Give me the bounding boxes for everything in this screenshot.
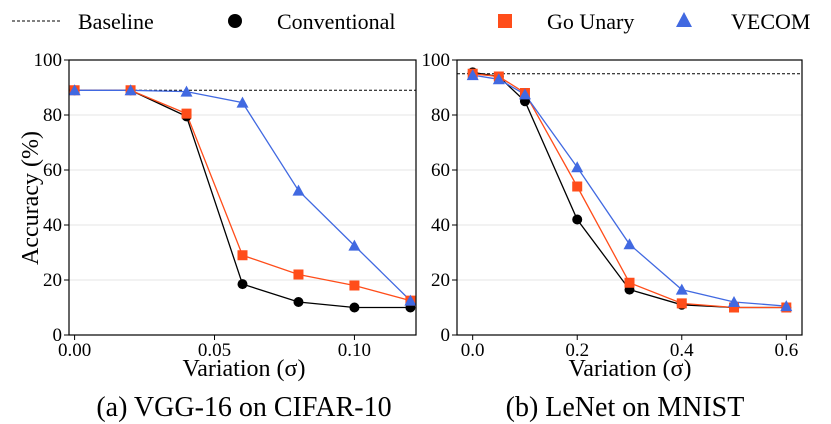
series-line-conventional <box>74 89 411 309</box>
y-axis-label: Accuracy (%) <box>18 131 44 265</box>
x-tick-label: 0.10 <box>338 340 371 361</box>
legend: Baseline Conventional Go Unary VECOM <box>12 9 810 34</box>
data-point-vecom <box>466 69 479 81</box>
y-tick-label: 40 <box>43 215 62 236</box>
data-point-go-unary <box>293 269 304 280</box>
y-tick-label: 0 <box>53 325 63 346</box>
series-line-vecom <box>472 74 787 307</box>
data-point-vecom <box>236 96 249 108</box>
y-tick-label: 60 <box>431 160 450 181</box>
data-point-go-unary <box>624 277 635 288</box>
data-point-vecom <box>571 161 584 173</box>
legend-conventional-label: Conventional <box>277 9 396 34</box>
data-point-conventional <box>237 279 248 290</box>
data-point-go-unary <box>237 250 248 261</box>
data-point-vecom <box>404 294 417 306</box>
data-point-vecom <box>124 84 137 96</box>
legend-vecom-label: VECOM <box>731 9 810 34</box>
data-point-vecom <box>519 88 531 100</box>
data-point-vecom <box>675 283 688 295</box>
legend-go-unary-marker <box>498 14 512 28</box>
x-tick-label: 0.05 <box>198 340 231 361</box>
y-tick-label: 20 <box>43 270 62 291</box>
data-point-vecom <box>348 239 361 251</box>
y-tick-label: 0 <box>441 325 451 346</box>
data-point-vecom <box>728 296 740 307</box>
series-line-go-unary <box>472 73 787 309</box>
y-tick-label: 80 <box>431 105 450 126</box>
data-point-vecom <box>292 184 305 196</box>
legend-vecom-marker <box>676 12 692 27</box>
data-point-vecom <box>780 300 793 312</box>
data-point-go-unary <box>572 181 583 192</box>
plot-frame <box>456 59 803 336</box>
y-tick-label: 60 <box>43 160 62 181</box>
data-point-vecom <box>68 84 81 96</box>
y-tick-label: 80 <box>43 105 62 126</box>
x-axis-label: Variation (σ) <box>183 356 306 382</box>
data-point-vecom <box>623 238 636 250</box>
y-tick-label: 40 <box>431 215 450 236</box>
x-tick-label: 0.0 <box>461 340 485 361</box>
y-tick-label: 20 <box>431 270 450 291</box>
data-point-conventional <box>349 302 360 313</box>
data-point-go-unary <box>729 302 740 313</box>
data-point-vecom <box>492 73 505 85</box>
x-tick-label: 0.4 <box>670 340 694 361</box>
x-tick-label: 0.00 <box>58 340 91 361</box>
plot-frame <box>68 59 417 336</box>
data-point-go-unary <box>181 108 192 119</box>
data-point-go-unary <box>349 280 360 291</box>
series-line-conventional <box>472 71 787 309</box>
series-line-vecom <box>74 89 411 302</box>
chart-panel-vgg16: 0 20 40 60 80 100 0.00 0.05 0.10 Variation (σ) (a)… <box>34 50 417 423</box>
panel-caption: (b) LeNet on MNIST <box>506 392 745 423</box>
y-tick-label: 100 <box>34 50 63 71</box>
panel-caption: (a) VGG-16 on CIFAR-10 <box>96 392 391 423</box>
data-point-vecom <box>180 85 193 97</box>
x-tick-label: 0.6 <box>774 340 798 361</box>
x-tick-label: 0.2 <box>565 340 589 361</box>
series-line-go-unary <box>74 89 411 302</box>
data-point-conventional <box>572 214 583 225</box>
x-axis-label: Variation (σ) <box>569 356 692 382</box>
legend-baseline-label: Baseline <box>78 9 154 34</box>
chart-panel-lenet: 0 20 40 60 80 100 0.0 0.2 0.4 0.6 Variation (σ) (b)… <box>422 50 803 423</box>
data-point-go-unary <box>676 298 687 309</box>
legend-go-unary-label: Go Unary <box>547 9 634 34</box>
data-point-conventional <box>293 297 304 307</box>
legend-conventional-marker <box>228 14 242 28</box>
y-tick-label: 100 <box>422 50 451 71</box>
